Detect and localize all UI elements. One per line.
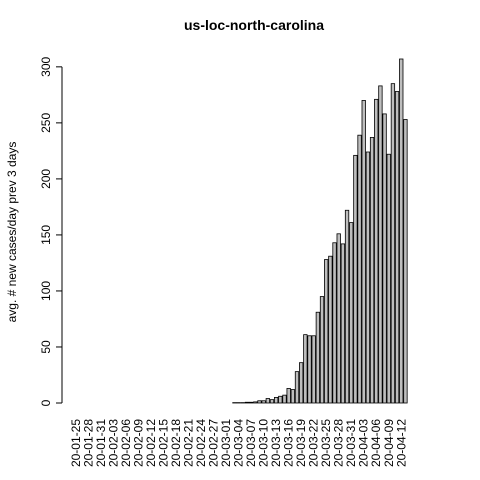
x-tick-label: 20-01-28 — [82, 419, 96, 467]
bar — [349, 222, 354, 404]
bar — [290, 389, 295, 404]
bar — [382, 113, 387, 404]
y-tick-label: 150 — [39, 225, 53, 245]
x-tick-label: 20-03-04 — [232, 419, 246, 467]
bar — [253, 401, 258, 404]
bar — [319, 296, 325, 404]
bar — [303, 334, 308, 404]
x-tick-label: 20-03-25 — [319, 419, 333, 467]
bar — [311, 335, 316, 404]
bar — [265, 398, 270, 404]
bar — [369, 137, 375, 404]
x-tick-label: 20-02-27 — [207, 419, 221, 467]
bar — [249, 401, 254, 404]
bar — [365, 151, 371, 404]
x-tick-label: 20-03-22 — [307, 419, 321, 467]
bar — [328, 255, 333, 404]
x-tick-label: 20-04-12 — [394, 419, 408, 467]
x-tick-label: 20-03-01 — [219, 419, 233, 467]
bar — [307, 335, 312, 404]
bar — [244, 401, 250, 404]
bar — [278, 395, 283, 404]
chart-title: us-loc-north-carolina — [184, 17, 324, 33]
bar — [282, 394, 287, 404]
bar — [344, 209, 350, 404]
bar — [294, 371, 300, 404]
bar — [357, 134, 362, 404]
bar — [394, 91, 400, 404]
bar — [340, 243, 346, 404]
bar — [390, 83, 396, 404]
y-tick-label: 0 — [39, 399, 53, 406]
bar — [324, 259, 329, 404]
x-tick-label: 20-04-09 — [382, 419, 396, 467]
x-tick-label: 20-03-19 — [294, 419, 308, 467]
y-tick-label: 100 — [39, 281, 53, 301]
x-tick-label: 20-02-24 — [194, 419, 208, 467]
x-tick-label: 20-03-31 — [344, 419, 358, 467]
x-tick-label: 20-02-09 — [132, 419, 146, 467]
bar — [261, 400, 266, 404]
y-axis-label: avg. # new cases/day prev 3 days — [5, 142, 19, 323]
x-tick-label: 20-02-12 — [144, 419, 158, 467]
x-tick-label: 20-04-03 — [357, 419, 371, 467]
bar — [274, 396, 279, 404]
x-tick-label: 20-03-16 — [282, 419, 296, 467]
x-tick-label: 20-03-10 — [257, 419, 271, 467]
bar — [299, 362, 304, 404]
x-tick-label: 20-03-13 — [269, 419, 283, 467]
x-tick-label: 20-02-18 — [169, 419, 183, 467]
x-tick-label: 20-02-03 — [107, 419, 121, 467]
x-tick-label: 20-01-25 — [69, 419, 83, 467]
x-tick-label: 20-02-06 — [119, 419, 133, 467]
bar — [269, 399, 275, 404]
bar — [403, 119, 408, 404]
bar — [353, 154, 358, 404]
bar — [386, 153, 391, 404]
x-tick-label: 20-04-06 — [369, 419, 383, 467]
x-tick-label: 20-02-15 — [157, 419, 171, 467]
y-tick-label: 300 — [39, 57, 53, 77]
bar — [378, 85, 383, 404]
bar — [336, 233, 341, 404]
bar — [361, 100, 366, 404]
y-tick-label: 200 — [39, 169, 53, 189]
x-tick-label: 20-03-07 — [244, 419, 258, 467]
bar — [399, 58, 404, 404]
x-tick-label: 20-02-21 — [182, 419, 196, 467]
bar — [257, 400, 262, 404]
bar — [286, 388, 291, 404]
bar — [332, 242, 337, 404]
bar — [315, 311, 320, 404]
x-tick-label: 20-03-28 — [332, 419, 346, 467]
y-tick-label: 250 — [39, 113, 53, 133]
x-tick-label: 20-01-31 — [94, 419, 108, 467]
y-tick-label: 50 — [39, 340, 53, 354]
bar — [374, 98, 379, 404]
